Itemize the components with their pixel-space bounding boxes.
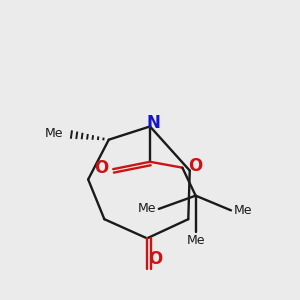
Text: O: O [148,250,163,268]
Text: Me: Me [186,234,205,247]
Text: O: O [188,157,202,175]
Text: N: N [147,115,161,133]
Text: Me: Me [45,127,63,140]
Text: O: O [94,159,108,177]
Text: Me: Me [138,202,157,215]
Text: Me: Me [233,204,252,217]
